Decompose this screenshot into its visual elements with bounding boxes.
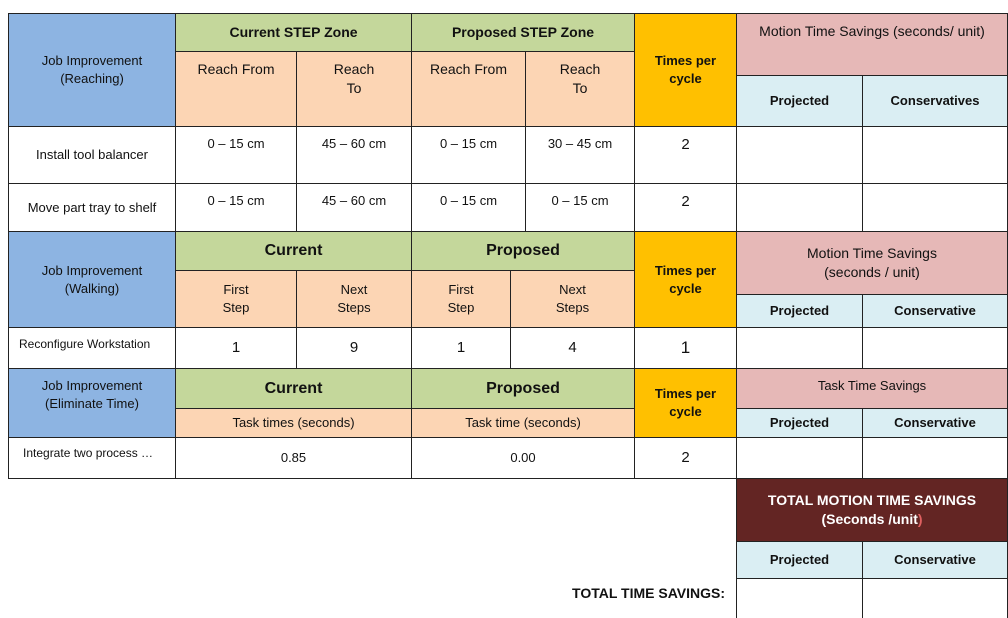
total-motion-time-savings-header: TOTAL MOTION TIME SAVINGS (Seconds /unit… — [736, 478, 1008, 542]
cell-current-reach-to: 45 – 60 cm — [296, 183, 412, 232]
total-time-savings-label: TOTAL TIME SAVINGS: — [572, 585, 725, 601]
walking-proposed-next-steps: Next Steps — [510, 270, 635, 328]
job-improvement-walking-header: Job Improvement (Walking) — [8, 231, 176, 328]
cell-proposed-reach-from: 0 – 15 cm — [411, 183, 526, 232]
current-reach-to-header: Reach To — [296, 51, 412, 127]
cell-times-per-cycle: 2 — [634, 126, 737, 184]
proposed-reach-to-header: Reach To — [525, 51, 635, 127]
cell-projected[interactable] — [736, 126, 863, 184]
cell-proposed-first-step: 1 — [411, 327, 511, 369]
cell-conservative[interactable] — [862, 126, 1008, 184]
walking-times-per-cycle-header: Times per cycle — [634, 231, 737, 328]
proposed-reach-from-header: Reach From — [411, 51, 526, 127]
current-reach-from-header: Reach From — [175, 51, 297, 127]
current-step-zone-header: Current STEP Zone — [175, 13, 412, 52]
task-move-part-tray: Move part tray to shelf — [8, 183, 176, 232]
total-projected-value[interactable] — [736, 578, 863, 618]
cell-current-reach-to: 45 – 60 cm — [296, 126, 412, 184]
total-motion-header-paren: ) — [917, 511, 923, 527]
task-install-tool-balancer: Install tool balancer — [8, 126, 176, 184]
cell-projected[interactable] — [736, 437, 863, 479]
total-conservative-header: Conservative — [862, 541, 1008, 579]
cell-conservative[interactable] — [862, 437, 1008, 479]
cell-proposed-reach-to: 0 – 15 cm — [525, 183, 635, 232]
current-task-times-header: Task times (seconds) — [175, 408, 412, 438]
cell-current-first-step: 1 — [175, 327, 297, 369]
task-time-savings-header: Task Time Savings — [736, 368, 1008, 409]
reaching-conservative-header: Conservatives — [862, 75, 1008, 127]
walking-current-first-step: First Step — [175, 270, 297, 328]
total-motion-header-line2: (Seconds /unit) — [821, 510, 922, 529]
eliminate-projected-header: Projected — [736, 408, 863, 438]
walking-proposed-first-step: First Step — [411, 270, 511, 328]
task-integrate-two-process: Integrate two process … — [8, 437, 176, 479]
cell-current-next-steps: 9 — [296, 327, 412, 369]
walking-conservative-header: Conservative — [862, 294, 1008, 328]
eliminate-times-per-cycle-header: Times per cycle — [634, 368, 737, 438]
job-improvement-reaching-header: Job Improvement (Reaching) — [8, 13, 176, 127]
proposed-task-time-header: Task time (seconds) — [411, 408, 635, 438]
motion-time-savings-header: Motion Time Savings (seconds/ unit) — [736, 13, 1008, 76]
cell-proposed-reach-from: 0 – 15 cm — [411, 126, 526, 184]
reaching-projected-header: Projected — [736, 75, 863, 127]
cell-proposed-task-time: 0.00 — [411, 437, 635, 479]
total-projected-header: Projected — [736, 541, 863, 579]
walking-motion-savings-header: Motion Time Savings (seconds / unit) — [736, 231, 1008, 295]
cell-projected[interactable] — [736, 183, 863, 232]
eliminate-conservative-header: Conservative — [862, 408, 1008, 438]
cell-current-reach-from: 0 – 15 cm — [175, 126, 297, 184]
cell-proposed-next-steps: 4 — [510, 327, 635, 369]
cell-conservative[interactable] — [862, 327, 1008, 369]
cell-projected[interactable] — [736, 327, 863, 369]
cell-conservative[interactable] — [862, 183, 1008, 232]
times-per-cycle-header: Times per cycle — [634, 13, 737, 127]
task-reconfigure-workstation: Reconfigure Workstation — [8, 327, 176, 369]
walking-current-header: Current — [175, 231, 412, 271]
cell-current-task-time: 0.85 — [175, 437, 412, 479]
eliminate-current-header: Current — [175, 368, 412, 409]
cell-times-per-cycle: 2 — [634, 183, 737, 232]
cell-proposed-reach-to: 30 – 45 cm — [525, 126, 635, 184]
total-motion-header-units: (Seconds /unit — [821, 511, 918, 527]
total-motion-header-line1: TOTAL MOTION TIME SAVINGS — [767, 492, 977, 509]
cell-times-per-cycle: 1 — [634, 327, 737, 369]
walking-projected-header: Projected — [736, 294, 863, 328]
cell-current-reach-from: 0 – 15 cm — [175, 183, 297, 232]
proposed-step-zone-header: Proposed STEP Zone — [411, 13, 635, 52]
total-conservative-value[interactable] — [862, 578, 1008, 618]
walking-current-next-steps: Next Steps — [296, 270, 412, 328]
eliminate-proposed-header: Proposed — [411, 368, 635, 409]
job-improvement-eliminate-header: Job Improvement (Eliminate Time) — [8, 368, 176, 438]
cell-times-per-cycle: 2 — [634, 437, 737, 479]
walking-proposed-header: Proposed — [411, 231, 635, 271]
